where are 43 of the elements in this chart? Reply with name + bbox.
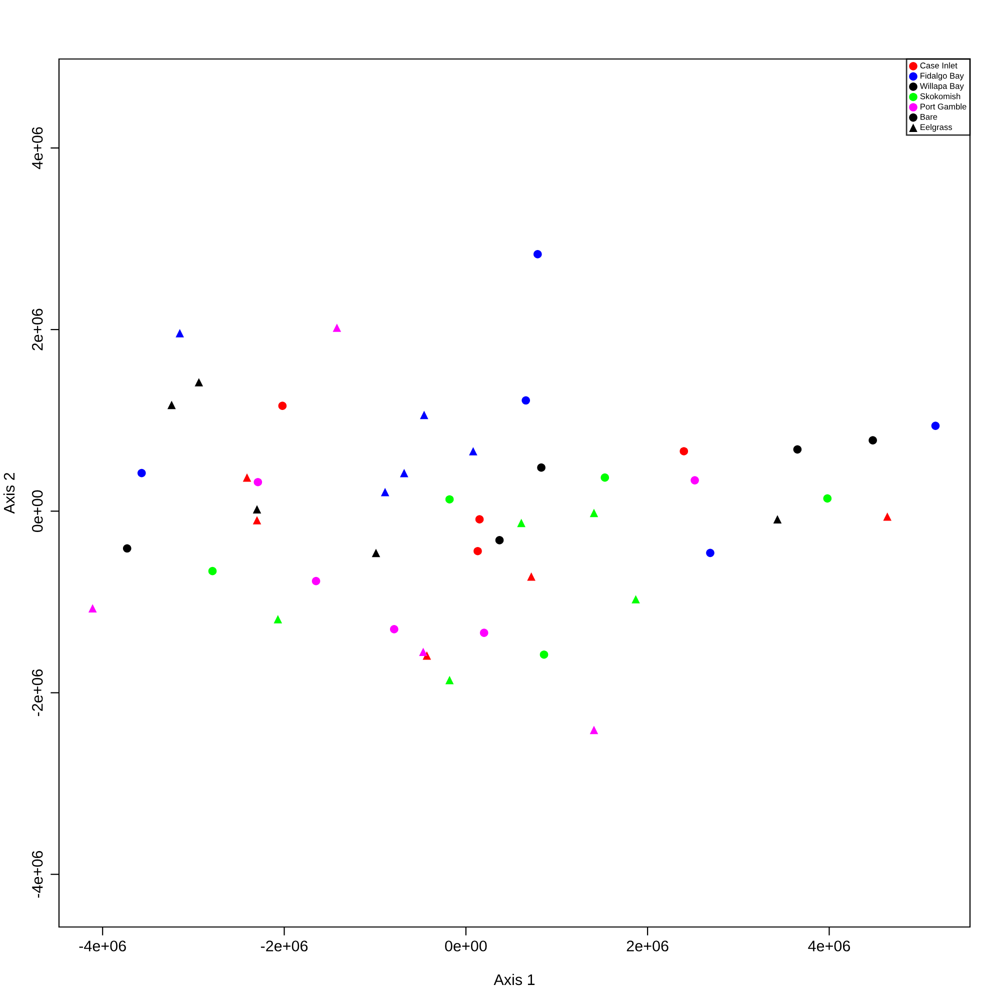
y-tick-label: 0e+00 [32, 490, 43, 532]
x-tick-label: 0e+00 [445, 940, 487, 952]
point [706, 548, 714, 558]
point [495, 536, 504, 544]
point [600, 473, 610, 482]
point [122, 544, 132, 553]
legend-label: Fidalgo Bay [920, 72, 964, 80]
point [278, 402, 287, 410]
x-tick-label: 2e+06 [626, 940, 668, 952]
point [868, 436, 877, 445]
point [474, 546, 482, 556]
x-tick-label: 4e+06 [808, 940, 850, 952]
y-tick-label: -2e+06 [32, 669, 43, 716]
point [137, 468, 146, 478]
point [390, 625, 398, 634]
legend-label: Skokomish [920, 93, 960, 100]
point [475, 515, 484, 524]
point [537, 463, 546, 472]
point [793, 445, 802, 454]
point [480, 628, 488, 637]
point [540, 650, 548, 659]
y-axis-title: Axis 2 [3, 472, 15, 514]
point [208, 566, 217, 576]
point [254, 478, 262, 486]
legend-label: Port Gamble [920, 103, 966, 110]
point [312, 576, 320, 586]
x-tick-label: -4e+06 [79, 940, 126, 952]
legend-label: Willapa Bay [920, 82, 964, 91]
point [445, 495, 454, 504]
point [690, 476, 699, 484]
point [533, 250, 542, 258]
y-tick-label: -4e+06 [32, 851, 43, 898]
y-tick-label: 4e+06 [32, 127, 43, 170]
point [680, 447, 688, 456]
legend-label: Case Inlet [920, 62, 958, 68]
x-tick-label: -2e+06 [260, 940, 308, 952]
legend-label: Eelgrass [920, 124, 952, 132]
point [522, 396, 530, 405]
point [823, 494, 832, 503]
point [931, 422, 940, 430]
x-axis-title: Axis 1 [494, 974, 535, 986]
legend-label: Bare [920, 114, 938, 120]
y-tick-label: 2e+06 [32, 308, 43, 350]
